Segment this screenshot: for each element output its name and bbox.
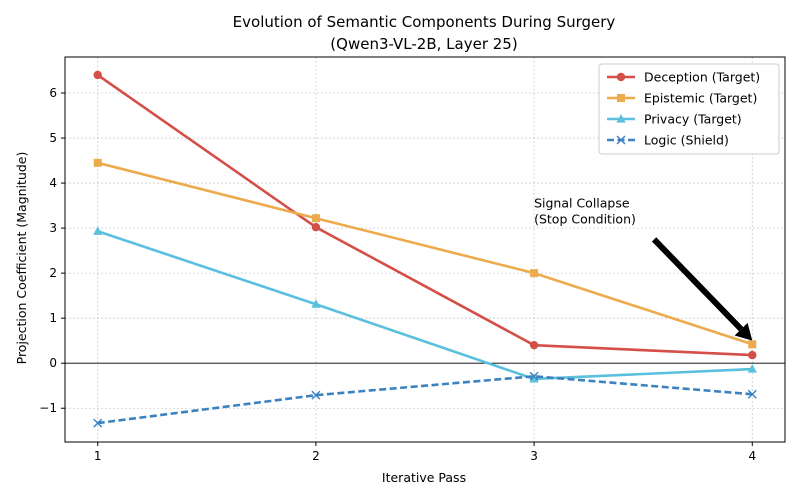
series-privacy xyxy=(93,226,757,383)
x-tick-label: 2 xyxy=(312,449,320,463)
legend-label: Logic (Shield) xyxy=(644,133,729,148)
y-tick-label: 2 xyxy=(49,266,57,280)
data-point xyxy=(311,390,321,400)
series-line xyxy=(96,73,753,357)
data-point xyxy=(311,214,320,223)
series-deception xyxy=(93,70,757,360)
data-point xyxy=(93,226,103,235)
y-tick-label: 6 xyxy=(49,86,57,100)
chart-subtitle: (Qwen3-VL-2B, Layer 25) xyxy=(330,35,517,53)
x-tick-label: 3 xyxy=(530,449,538,463)
annotation-arrow xyxy=(651,237,753,341)
legend-box xyxy=(598,63,780,155)
legend-label: Deception (Target) xyxy=(644,70,760,85)
x-tick-label: 1 xyxy=(94,449,102,463)
legend-item: Logic (Shield) xyxy=(607,133,729,148)
legend-marker xyxy=(617,94,625,102)
series-line xyxy=(97,230,753,381)
data-point xyxy=(530,269,539,278)
x-tick-label: 4 xyxy=(748,449,756,463)
series-logic xyxy=(93,371,757,428)
series-epistemic xyxy=(93,158,757,349)
data-point xyxy=(93,158,102,167)
legend-marker xyxy=(616,135,626,145)
y-tick-label: 4 xyxy=(49,176,57,190)
legend-item: Privacy (Target) xyxy=(607,112,742,127)
annotation-text: Signal Collapse (Stop Condition) xyxy=(534,196,636,227)
y-tick-label: 5 xyxy=(49,131,57,145)
data-point xyxy=(748,350,757,360)
legend: Deception (Target) Epistemic (Target) Priv… xyxy=(598,63,780,155)
legend-item: Epistemic (Target) xyxy=(607,91,757,106)
data-point xyxy=(529,340,539,350)
legend-item: Deception (Target) xyxy=(607,70,760,85)
plot-area xyxy=(64,56,786,443)
data-point xyxy=(93,418,103,428)
y-tick-label: 1 xyxy=(49,311,57,325)
data-point xyxy=(529,371,539,381)
x-axis-label: Iterative Pass xyxy=(382,470,466,485)
legend-label: Epistemic (Target) xyxy=(644,91,757,106)
data-point xyxy=(747,364,757,373)
data-point xyxy=(747,389,757,399)
legend-marker xyxy=(616,72,626,82)
y-tick-label: 3 xyxy=(49,221,57,235)
data-point xyxy=(311,299,321,308)
data-point xyxy=(311,223,321,232)
y-tick-label: 0 xyxy=(49,356,57,370)
data-point xyxy=(529,373,539,383)
series-line xyxy=(97,374,753,425)
legend-label: Privacy (Target) xyxy=(644,112,742,127)
legend-marker xyxy=(616,114,626,123)
y-axis-label: Projection Coefficient (Magnitude) xyxy=(14,152,29,365)
y-tick-label: −1 xyxy=(39,401,57,415)
data-point xyxy=(748,340,757,349)
chart-title: Evolution of Semantic Components During … xyxy=(233,13,616,31)
data-point xyxy=(93,70,102,80)
series-line xyxy=(97,161,753,346)
